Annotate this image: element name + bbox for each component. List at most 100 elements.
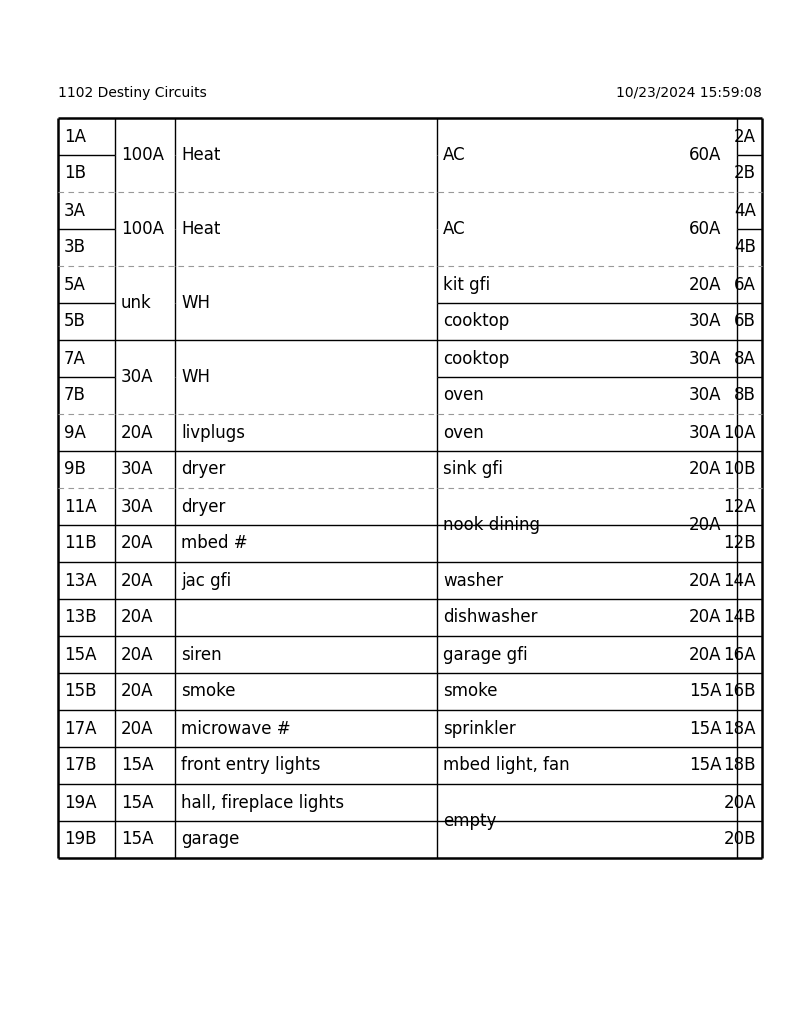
- Text: smoke: smoke: [443, 682, 498, 701]
- Text: siren: siren: [181, 646, 222, 663]
- Text: 11B: 11B: [64, 534, 97, 553]
- Text: WH: WH: [181, 368, 210, 386]
- Text: 20A: 20A: [121, 646, 154, 663]
- Text: 1102 Destiny Circuits: 1102 Destiny Circuits: [58, 86, 206, 100]
- Text: 4B: 4B: [734, 238, 756, 257]
- Text: AC: AC: [443, 220, 466, 238]
- Text: dishwasher: dishwasher: [443, 609, 538, 626]
- Text: 20A: 20A: [689, 609, 722, 626]
- Text: 60A: 60A: [689, 146, 722, 164]
- Text: 30A: 30A: [121, 498, 154, 515]
- Text: 15A: 15A: [121, 830, 154, 849]
- Text: smoke: smoke: [181, 682, 235, 701]
- Text: jac gfi: jac gfi: [181, 571, 231, 590]
- Text: 19A: 19A: [64, 794, 97, 811]
- Text: garage gfi: garage gfi: [443, 646, 528, 663]
- Text: cooktop: cooktop: [443, 313, 510, 330]
- Text: 20A: 20A: [689, 275, 722, 294]
- Text: 16A: 16A: [723, 646, 756, 663]
- Text: mbed #: mbed #: [181, 534, 248, 553]
- Text: 1B: 1B: [64, 165, 86, 182]
- Text: 14A: 14A: [723, 571, 756, 590]
- Text: 20A: 20A: [121, 609, 154, 626]
- Text: 4A: 4A: [734, 202, 756, 219]
- Text: 10A: 10A: [723, 423, 756, 442]
- Text: 15A: 15A: [689, 719, 722, 738]
- Text: dryer: dryer: [181, 498, 226, 515]
- Text: 15B: 15B: [64, 682, 97, 701]
- Text: empty: empty: [443, 812, 496, 830]
- Text: 15A: 15A: [689, 757, 722, 774]
- Text: 13B: 13B: [64, 609, 97, 626]
- Text: 30A: 30A: [689, 423, 722, 442]
- Text: 12B: 12B: [723, 534, 756, 553]
- Text: washer: washer: [443, 571, 503, 590]
- Text: 30A: 30A: [689, 386, 722, 405]
- Text: 3B: 3B: [64, 238, 86, 257]
- Text: 15A: 15A: [689, 682, 722, 701]
- Text: dryer: dryer: [181, 461, 226, 478]
- Text: 12A: 12A: [723, 498, 756, 515]
- Text: 15A: 15A: [121, 794, 154, 811]
- Text: nook dining: nook dining: [443, 516, 540, 534]
- Text: 30A: 30A: [121, 461, 154, 478]
- Text: Heat: Heat: [181, 220, 220, 238]
- Text: 100A: 100A: [121, 220, 164, 238]
- Text: 20A: 20A: [121, 571, 154, 590]
- Text: 19B: 19B: [64, 830, 97, 849]
- Text: 20A: 20A: [689, 571, 722, 590]
- Text: 7A: 7A: [64, 350, 86, 367]
- Text: 9B: 9B: [64, 461, 86, 478]
- Text: 7B: 7B: [64, 386, 86, 405]
- Text: mbed light, fan: mbed light, fan: [443, 757, 570, 774]
- Text: 10B: 10B: [723, 461, 756, 478]
- Text: livplugs: livplugs: [181, 423, 245, 442]
- Text: 14B: 14B: [723, 609, 756, 626]
- Text: 9A: 9A: [64, 423, 86, 442]
- Text: AC: AC: [443, 146, 466, 164]
- Text: 3A: 3A: [64, 202, 86, 219]
- Text: 13A: 13A: [64, 571, 97, 590]
- Text: 11A: 11A: [64, 498, 97, 515]
- Text: 8A: 8A: [734, 350, 756, 367]
- Text: 20A: 20A: [121, 682, 154, 701]
- Text: 6B: 6B: [734, 313, 756, 330]
- Text: garage: garage: [181, 830, 239, 849]
- Text: 30A: 30A: [689, 350, 722, 367]
- Text: 5B: 5B: [64, 313, 86, 330]
- Text: 10/23/2024 15:59:08: 10/23/2024 15:59:08: [616, 86, 762, 100]
- Text: 20A: 20A: [689, 516, 722, 534]
- Text: 1A: 1A: [64, 127, 86, 146]
- Text: 60A: 60A: [689, 220, 722, 238]
- Text: front entry lights: front entry lights: [181, 757, 321, 774]
- Text: kit gfi: kit gfi: [443, 275, 490, 294]
- Text: 17A: 17A: [64, 719, 97, 738]
- Text: WH: WH: [181, 294, 210, 312]
- Text: 2B: 2B: [734, 165, 756, 182]
- Text: 18B: 18B: [723, 757, 756, 774]
- Text: 15A: 15A: [121, 757, 154, 774]
- Text: hall, fireplace lights: hall, fireplace lights: [181, 794, 344, 811]
- Text: 20A: 20A: [689, 646, 722, 663]
- Text: sink gfi: sink gfi: [443, 461, 503, 478]
- Text: 8B: 8B: [734, 386, 756, 405]
- Text: 100A: 100A: [121, 146, 164, 164]
- Text: sprinkler: sprinkler: [443, 719, 516, 738]
- Text: 18A: 18A: [723, 719, 756, 738]
- Text: 16B: 16B: [723, 682, 756, 701]
- Text: cooktop: cooktop: [443, 350, 510, 367]
- Text: microwave #: microwave #: [181, 719, 290, 738]
- Text: 2A: 2A: [734, 127, 756, 146]
- Text: 5A: 5A: [64, 275, 86, 294]
- Text: 20B: 20B: [723, 830, 756, 849]
- Text: 6A: 6A: [734, 275, 756, 294]
- Text: oven: oven: [443, 423, 484, 442]
- Text: 20A: 20A: [121, 423, 154, 442]
- Text: oven: oven: [443, 386, 484, 405]
- Text: 30A: 30A: [121, 368, 154, 386]
- Text: 20A: 20A: [723, 794, 756, 811]
- Text: 20A: 20A: [689, 461, 722, 478]
- Text: Heat: Heat: [181, 146, 220, 164]
- Text: unk: unk: [121, 294, 152, 312]
- Text: 17B: 17B: [64, 757, 97, 774]
